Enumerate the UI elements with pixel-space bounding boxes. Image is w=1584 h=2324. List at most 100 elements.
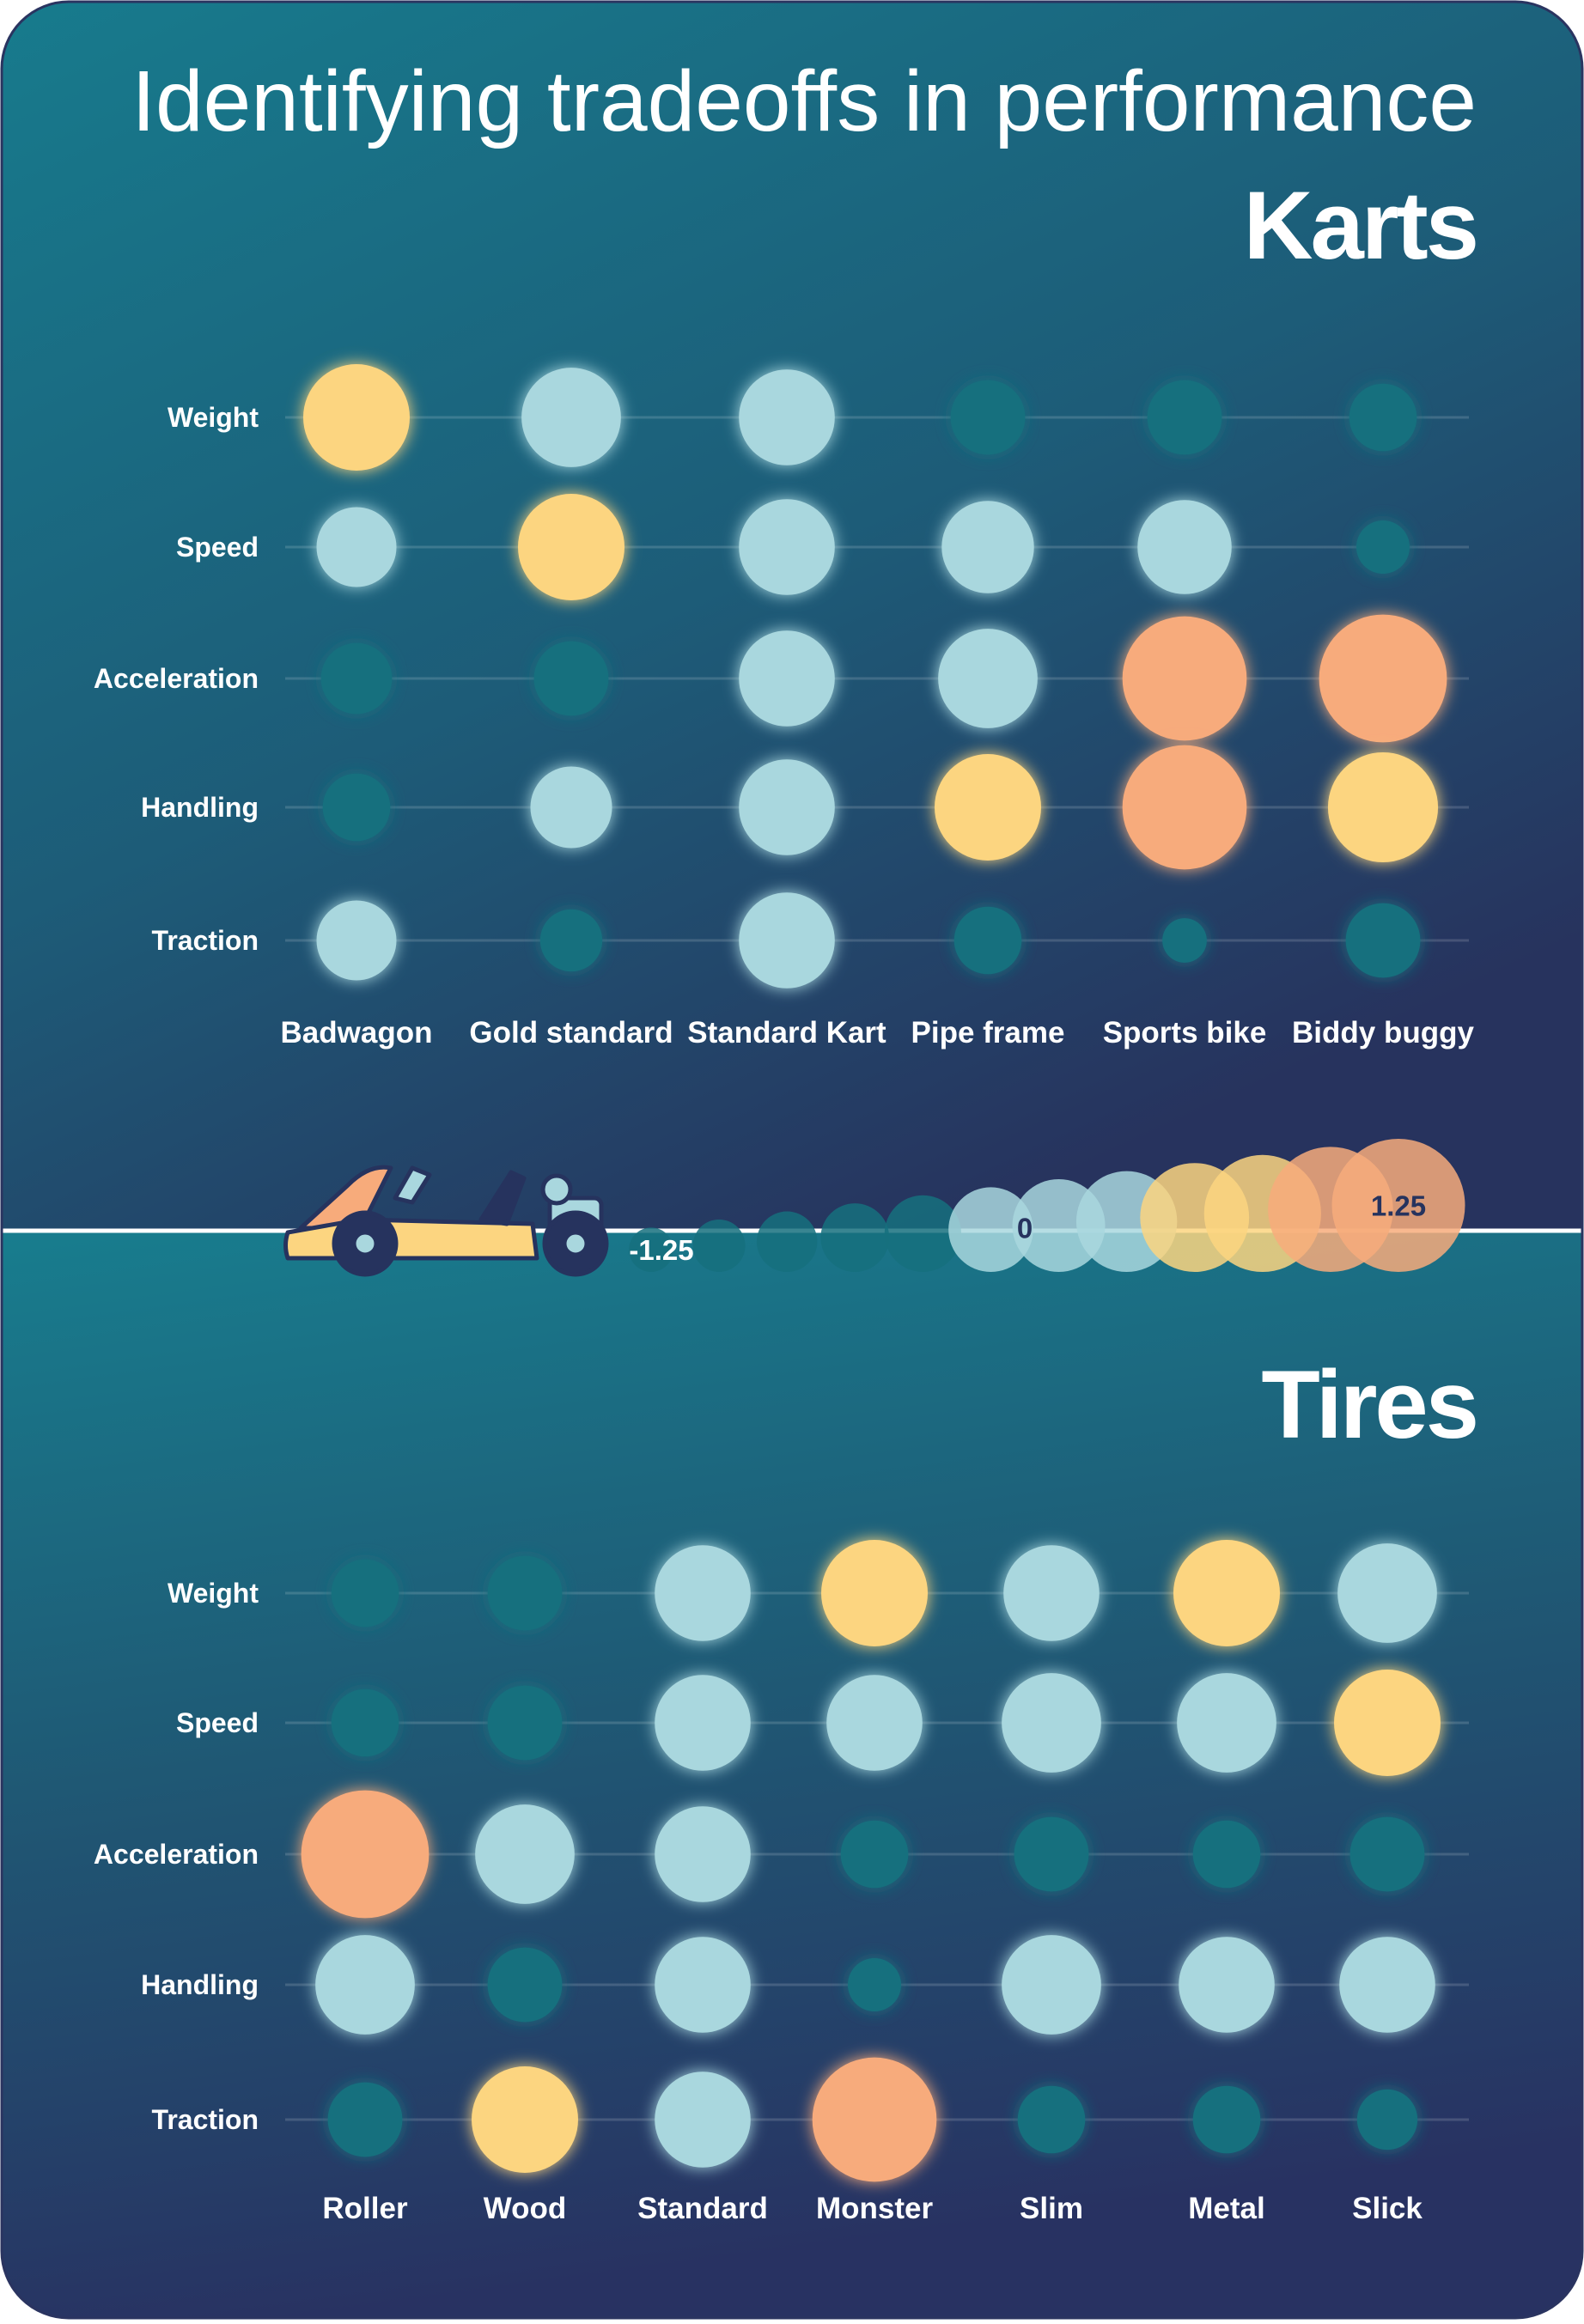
legend-bubble [1331,1139,1465,1272]
row-label: Acceleration [94,1839,259,1870]
bubble [1356,2089,1418,2151]
column-label: Monster [816,2192,934,2225]
bubble [935,754,1041,861]
bubble [739,630,835,727]
bubble [1002,1673,1101,1773]
kart-icon [283,1165,609,1277]
bubble [655,1675,751,1771]
bubble [739,369,835,465]
column-label: Sports bike [1103,1016,1267,1049]
row-label: Weight [168,402,259,433]
bubble [475,1804,575,1904]
column-label: Biddy buggy [1292,1016,1474,1049]
bubble [539,909,603,972]
bubble [331,1559,399,1627]
column-label: Slick [1352,2192,1423,2225]
bubble [1017,2085,1086,2154]
bubble [320,642,393,715]
row-label: Handling [141,1969,259,2000]
bubble [1349,1816,1425,1892]
bubble [1349,383,1417,452]
legend-bubble [948,1187,1033,1273]
bubble [953,906,1022,975]
bubble [487,1947,563,2023]
bubble [1356,520,1410,574]
bubble [1339,1937,1435,2033]
bubble [521,368,621,467]
bubble [655,2072,751,2168]
bubble [812,2057,937,2182]
bubble [1173,1540,1280,1646]
bubble [826,1675,923,1771]
bubble [1122,616,1247,741]
bubble [518,494,624,600]
bubble [655,1545,751,1641]
column-label: Metal [1188,2192,1264,2225]
legend-bubble [756,1211,818,1272]
bubble [1192,2085,1261,2154]
column-label: Badwagon [281,1016,433,1049]
bubble [938,629,1038,728]
bubble [1003,1545,1100,1641]
bubble [1179,1937,1275,2033]
bottom-panel [2,1231,1582,2318]
row-label: Weight [168,1578,259,1609]
legend-bubble [820,1203,890,1272]
bubble [472,2066,578,2173]
bubble [821,1540,928,1646]
bubble [1122,745,1247,870]
bubble [1319,614,1447,743]
legend-tick-label: 0 [1017,1212,1033,1244]
bubble [1337,1543,1437,1643]
bubble [316,900,397,981]
column-label: Slim [1020,2192,1083,2225]
row-label: Traction [152,2104,259,2135]
row-label: Speed [176,1707,259,1738]
bubble [655,1937,751,2033]
legend-bubble [692,1219,746,1272]
section-title: Karts [1244,172,1477,279]
page-title: Identifying tradeoffs in performance [131,53,1477,149]
bubble [322,773,391,842]
bubble [316,507,397,587]
bubble [1137,500,1232,594]
row-label: Speed [176,532,259,563]
bubble [1327,751,1439,863]
section-title: Tires [1261,1351,1477,1458]
bubble [840,1820,909,1889]
column-label: Gold standard [469,1016,673,1049]
bubble [1014,1816,1089,1892]
bubble [487,1685,563,1761]
legend-tick-label: -1.25 [629,1234,693,1266]
bubble [739,759,835,855]
bubble [739,499,835,595]
row-label: Acceleration [94,663,259,694]
bubble [1162,918,1207,963]
bubble [848,1958,901,2011]
legend-bubble [884,1195,961,1272]
bubble [1192,1820,1261,1889]
row-label: Traction [152,925,259,956]
bubble [655,1806,751,1902]
column-label: Roller [322,2192,408,2225]
bubble [301,1790,430,1919]
legend-tick-label: 1.25 [1371,1190,1426,1222]
bubble [1002,1935,1101,2035]
bubble [487,1555,563,1631]
column-label: Standard Kart [687,1016,886,1049]
bubble [1334,1670,1441,1776]
row-label: Handling [141,792,259,823]
bubble [950,380,1026,455]
bubble [533,641,609,716]
bubble [1147,380,1222,455]
column-label: Standard [637,2192,768,2225]
bubble [941,501,1034,593]
bubble [739,892,835,989]
bubble [331,1688,399,1757]
legend-bubble [629,1227,673,1273]
bubble [1177,1673,1276,1773]
bubble [530,766,612,849]
